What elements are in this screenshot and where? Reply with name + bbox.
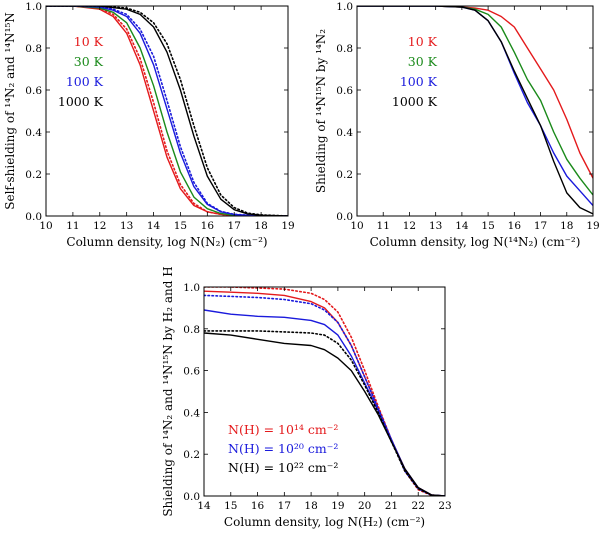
legend-entry: 100 K [66,74,104,89]
x-tick-label: 19 [586,220,599,232]
x-tick-label: 11 [377,220,390,232]
y-tick-label: 0.0 [336,211,353,223]
x-tick-label: 13 [120,220,133,232]
series-line-0-solid [357,6,593,179]
x-tick-label: 15 [174,220,187,232]
x-tick-label: 10 [39,220,52,232]
y-tick-label: 0.6 [25,85,42,97]
plot-frame [45,5,289,217]
y-tick-label: 0.2 [183,449,200,461]
legend-entry: N(H) = 10²² cm⁻² [228,460,338,475]
y-axis-label: Self-shielding of ¹⁴N₂ and ¹⁴N¹⁵N [3,12,17,209]
y-tick-label: 0.4 [183,407,200,419]
series-line-5-dotted [204,330,445,496]
x-tick-label: 18 [304,500,317,512]
x-tick-label: 17 [534,220,547,232]
legend-entry: N(H) = 10²⁰ cm⁻² [228,441,338,456]
series-line-4-solid [204,332,445,496]
x-tick-label: 10 [350,220,363,232]
x-axis-label: Column density, log N(N₂) (cm⁻²) [66,235,267,249]
y-tick-label: 0.6 [183,366,200,378]
legend-entry: 1000 K [392,94,438,109]
series-group [46,6,288,216]
series-line-3-solid [46,6,288,216]
x-tick-label: 19 [331,500,344,512]
series-group [204,287,445,496]
y-axis-label: Shielding of ¹⁴N₂ and ¹⁴N¹⁵N by H₂ and H [161,266,175,516]
legend-entry: 10 K [408,34,438,49]
series-line-3-solid [357,6,593,215]
series-line-5-solid [46,6,288,216]
y-axis-label: Shielding of ¹⁴N¹⁵N by ¹⁴N₂ [314,29,328,193]
y-tick-label: 1.0 [336,1,353,13]
x-tick-label: 23 [438,500,451,512]
panel-n2-self-shielding: 10 11 12 13 14 15 16 17 18 19 0.0 0.2 0.4 0.6 0.8 1.0 Co… [3,1,295,249]
x-tick-label: 18 [560,220,573,232]
x-tick-label: 17 [278,500,291,512]
x-tick-label: 15 [481,220,494,232]
y-tick-label: 0.2 [25,169,42,181]
legend-entry: N(H) = 10¹⁴ cm⁻² [228,422,338,437]
x-tick-label: 17 [228,220,241,232]
y-tick-label: 0.8 [336,43,353,55]
x-tick-label: 22 [412,500,425,512]
legend-entry: 100 K [400,74,438,89]
x-tick-label: 19 [281,220,294,232]
legend-entry: 10 K [74,34,104,49]
x-tick-label: 16 [201,220,215,232]
y-tick-label: 0.8 [183,324,200,336]
panel-shielding-by-h2-and-h: 14 15 16 17 18 19 20 21 22 23 0.0 0.2 0.4 0.6 0.8 1.0 Co… [161,266,452,529]
x-tick-label: 12 [93,220,106,232]
series-line-2-solid [46,6,288,216]
y-tick-label: 0.6 [336,85,353,97]
x-tick-label: 16 [251,500,265,512]
x-axis-label: Column density, log N(H₂) (cm⁻²) [224,515,425,529]
y-tick-label: 0.4 [25,127,42,139]
x-tick-label: 20 [358,500,371,512]
y-tick-label: 0.0 [183,491,200,503]
x-tick-label: 18 [254,220,267,232]
x-axis-label: Column density, log N(¹⁴N₂) (cm⁻²) [370,235,581,249]
y-tick-label: 0.4 [336,127,353,139]
series-line-1-dotted [46,6,288,216]
plot-frame [203,286,446,497]
plot-frame [356,5,594,217]
legend-entry: 30 K [74,54,104,69]
x-tick-label: 21 [385,500,398,512]
series-line-3-dotted [204,294,445,496]
panel-14n15n-shielding-by-14n2: 10 11 12 13 14 15 16 17 18 19 0.0 0.2 0.4 0.6 0.8 1.0 Co… [314,1,600,249]
legend-entry: 1000 K [58,94,104,109]
x-tick-label: 15 [224,500,237,512]
x-tick-label: 14 [197,500,211,512]
series-group [357,6,593,215]
x-tick-label: 14 [455,220,469,232]
y-tick-label: 0.2 [336,169,353,181]
x-tick-label: 13 [429,220,442,232]
x-tick-label: 12 [403,220,416,232]
series-line-6-dotted [46,6,288,216]
y-tick-label: 1.0 [183,282,200,294]
x-tick-label: 16 [508,220,522,232]
x-tick-label: 11 [66,220,79,232]
x-tick-label: 14 [147,220,161,232]
y-tick-label: 1.0 [25,1,42,13]
legend-entry: 30 K [408,54,438,69]
y-tick-label: 0.0 [25,211,42,223]
y-tick-label: 0.8 [25,43,42,55]
